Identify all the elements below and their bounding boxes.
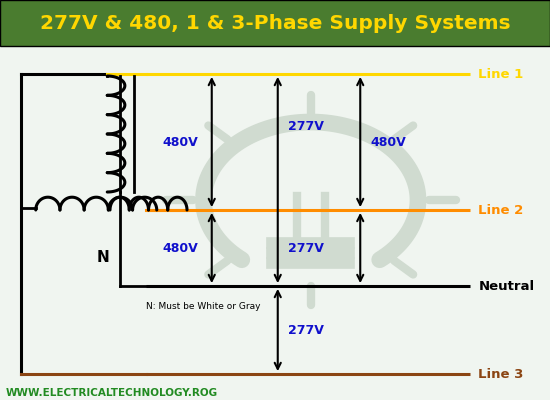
Text: 277V: 277V (288, 120, 323, 132)
Text: 277V: 277V (288, 242, 323, 254)
Text: 480V: 480V (162, 136, 198, 148)
FancyBboxPatch shape (0, 0, 550, 46)
Text: N: N (97, 250, 110, 266)
Text: Neutral: Neutral (478, 280, 535, 292)
Text: N: Must be White or Gray: N: Must be White or Gray (146, 302, 260, 311)
Text: WWW.ELECTRICALTECHNOLOGY.ROG: WWW.ELECTRICALTECHNOLOGY.ROG (6, 388, 218, 398)
Text: 480V: 480V (162, 242, 198, 254)
Text: 277V: 277V (288, 324, 323, 336)
Text: 480V: 480V (370, 136, 406, 148)
Text: Line 1: Line 1 (478, 68, 524, 80)
Text: 277V & 480, 1 & 3-Phase Supply Systems: 277V & 480, 1 & 3-Phase Supply Systems (40, 14, 510, 33)
Text: Line 3: Line 3 (478, 368, 524, 380)
Text: Line 2: Line 2 (478, 204, 524, 216)
